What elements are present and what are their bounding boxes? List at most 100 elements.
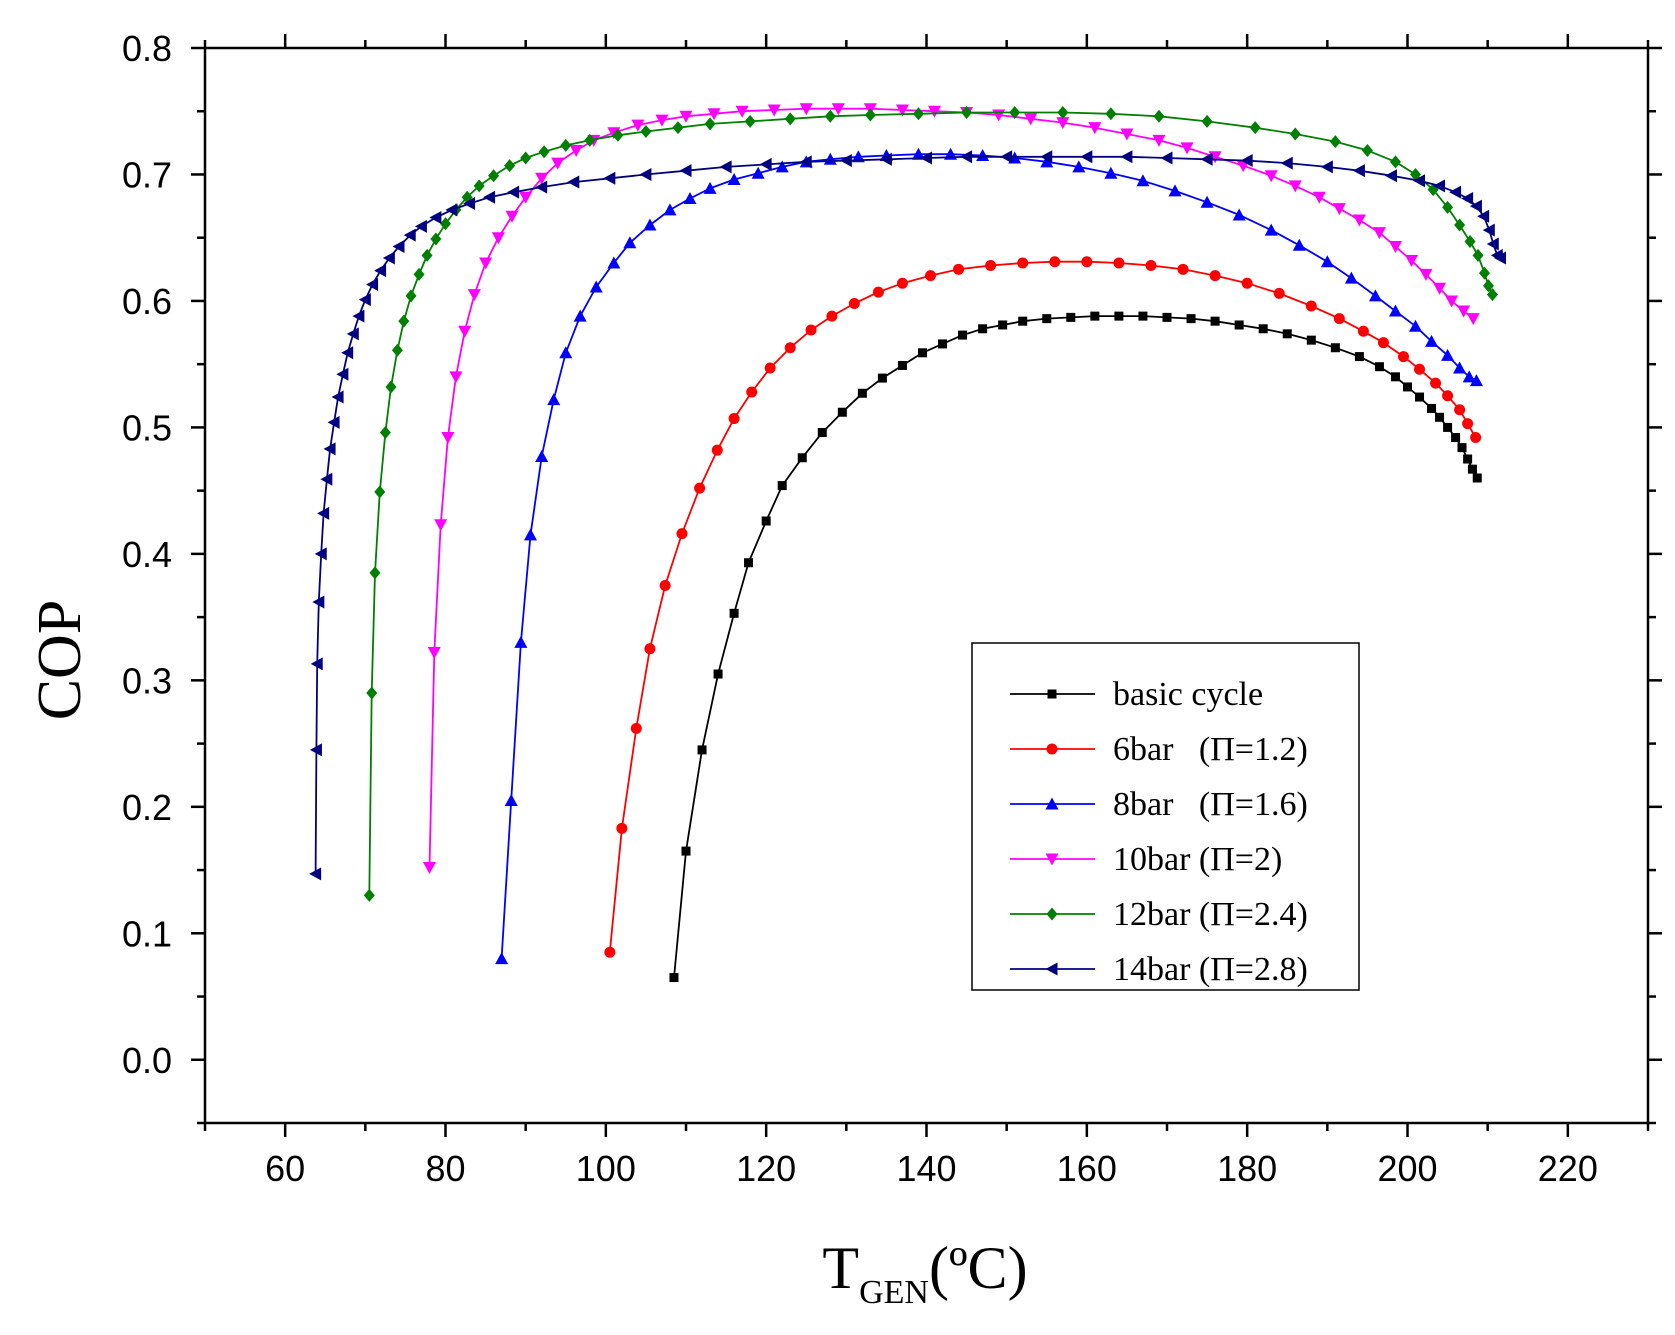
data-point [1430,377,1442,389]
data-point [1384,169,1397,183]
data-point [312,595,325,609]
data-point [1200,152,1213,166]
data-point [1000,150,1013,164]
x-tick-label: 80 [425,1148,465,1189]
data-point [1415,392,1425,402]
data-point [535,180,548,194]
x-tick-label: 100 [576,1148,636,1189]
data-point [985,260,997,272]
data-point [831,103,845,116]
data-point [358,293,371,307]
data-point [1493,251,1506,265]
data-point [1466,313,1480,326]
data-point [1264,170,1278,183]
data-point [341,346,354,360]
data-point [639,167,652,181]
data-point [1454,218,1466,232]
data-point [479,257,493,270]
data-point [1390,372,1400,382]
data-point [1410,167,1422,181]
legend-marker [1045,853,1059,866]
data-point [463,197,476,211]
data-point [704,117,716,131]
data-point [1152,134,1166,147]
data-point [1457,305,1471,318]
data-point [538,145,550,159]
data-point [323,442,336,456]
data-point [1289,127,1301,141]
data-point [1478,266,1490,280]
data-point [925,270,937,282]
data-point [1442,390,1454,402]
data-point [1160,151,1173,165]
data-point [567,175,580,189]
data-point [1017,257,1029,269]
data-point [1461,192,1474,205]
data-point [630,722,642,734]
data-point [1273,287,1285,299]
legend-marker [1045,797,1059,810]
data-point [1120,128,1134,141]
series-line [608,260,1477,953]
data-point [507,185,520,199]
data-point [1312,191,1326,204]
data-point [560,138,572,152]
data-point [1482,279,1494,293]
data-point [896,277,908,289]
data-point [659,580,671,591]
data-point [1210,316,1220,326]
data-point [848,297,860,309]
data-point [1403,382,1412,392]
data-point [1332,203,1346,216]
data-point [1354,352,1364,362]
data-point [953,263,965,275]
data-point [1445,295,1459,308]
data-point [676,528,688,540]
data-point [1388,304,1402,317]
data-point [1042,314,1052,324]
data-point [429,210,442,224]
data-point [824,109,836,123]
y-tick-label: 0.5 [122,407,172,448]
data-point [703,181,717,194]
data-point [775,160,789,173]
data-point [1072,160,1086,173]
y-axis-title: COP [26,600,94,721]
data-point [491,232,505,245]
data-point [1329,135,1341,149]
data-point [535,172,549,185]
data-point [784,342,796,354]
data-point [352,309,365,323]
data-point [483,190,496,204]
legend-item: 12bar (Π=2.4) [1010,896,1308,933]
data-point [683,192,697,204]
data-point [458,325,472,338]
data-point [744,114,756,128]
data-point [1344,271,1358,284]
data-point [427,647,441,660]
data-point [879,152,892,166]
x-axis-title-main: T [822,1235,859,1301]
data-point [672,121,684,135]
data-point [1280,156,1293,170]
x-tick-label: 120 [736,1148,796,1189]
data-point [958,330,968,340]
data-point [727,173,741,186]
data-point [697,745,707,755]
data-point [799,155,812,169]
data-point [1264,223,1278,236]
series-5 [363,106,1498,902]
data-point [1162,312,1172,322]
x-tick-label: 60 [265,1148,305,1189]
data-point [837,407,847,417]
data-point [467,289,481,302]
data-point [327,415,340,429]
data-point [857,388,867,398]
data-point [1469,374,1483,387]
data-point [998,320,1008,330]
data-point [584,133,596,147]
data-point [309,867,322,881]
data-point [430,232,442,246]
legend-marker [1045,962,1058,976]
x-axis-title-unit: (ºC) [929,1235,1028,1301]
